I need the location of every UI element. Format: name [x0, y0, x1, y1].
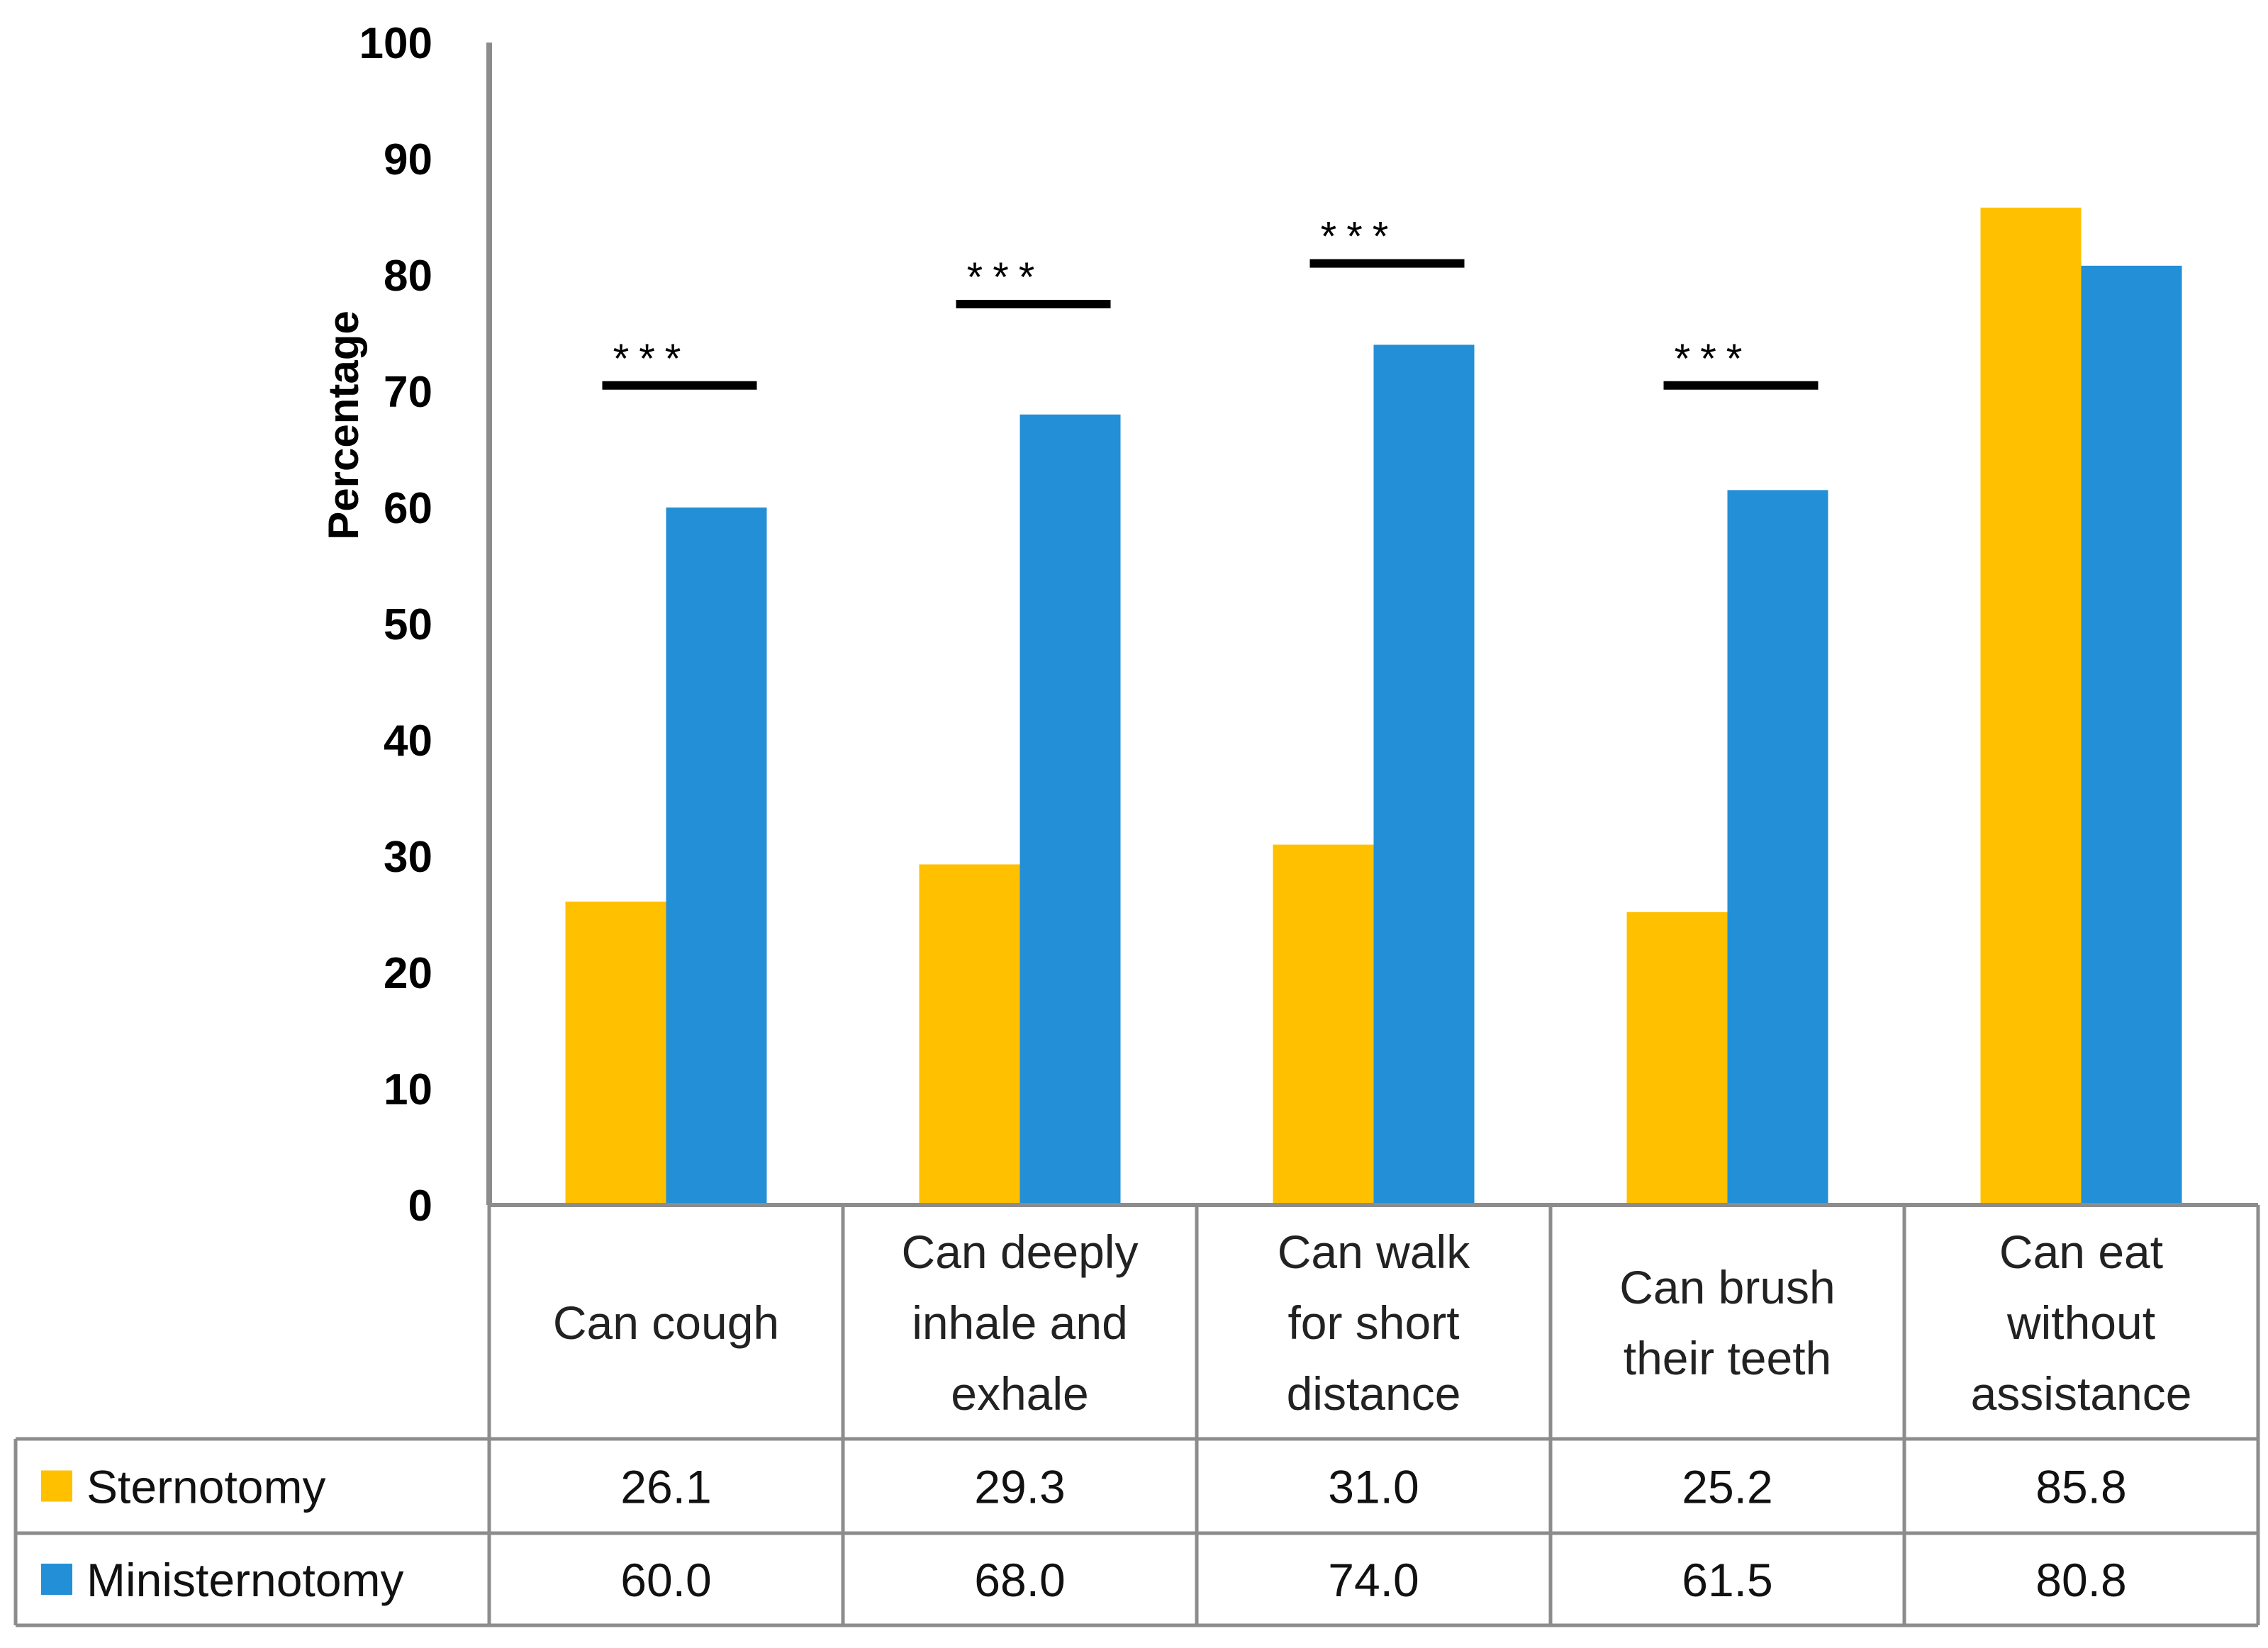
significance-label: *** [1675, 336, 1753, 382]
legend-label: Ministernotomy [86, 1554, 403, 1606]
x-category-label: for short [1287, 1296, 1459, 1349]
x-category-label: assistance [1971, 1367, 2192, 1420]
x-category-label: Can deeply [902, 1226, 1139, 1278]
y-tick-label: 10 [384, 1065, 432, 1114]
bar-sternotomy-4 [1980, 207, 2082, 1205]
y-tick-label: 80 [384, 252, 432, 301]
bar-ministernotomy-3 [1727, 490, 1828, 1205]
y-tick-label: 70 [384, 368, 432, 417]
bar-sternotomy-1 [919, 864, 1020, 1205]
data-table-value: 80.8 [2035, 1554, 2126, 1606]
bar-sternotomy-0 [565, 901, 666, 1205]
bar-sternotomy-2 [1273, 844, 1374, 1205]
x-category-label: distance [1287, 1367, 1461, 1420]
x-category-label: Can brush [1619, 1261, 1836, 1313]
x-category-label: inhale and [912, 1296, 1128, 1349]
data-table-value: 61.5 [1682, 1554, 1772, 1606]
x-category-label: Can eat [1999, 1226, 2163, 1278]
bar-ministernotomy-2 [1373, 344, 1475, 1205]
data-table-value: 31.0 [1328, 1461, 1419, 1513]
legend-label: Sternotomy [86, 1461, 325, 1513]
legend-swatch-sternotomy [41, 1470, 72, 1502]
y-axis-title: Percentage [320, 310, 367, 540]
bar-ministernotomy-1 [1020, 414, 1121, 1205]
data-table-value: 68.0 [974, 1554, 1065, 1606]
y-tick-label: 90 [384, 135, 432, 184]
y-tick-label: 60 [384, 484, 432, 533]
x-category-label: Can cough [553, 1296, 779, 1349]
y-tick-label: 20 [384, 949, 432, 998]
data-table-value: 85.8 [2035, 1461, 2126, 1513]
bar-ministernotomy-4 [2081, 265, 2182, 1205]
x-category-label: without [2006, 1296, 2155, 1349]
y-tick-label: 30 [384, 833, 432, 882]
legend-swatch-ministernotomy [41, 1564, 72, 1595]
significance-label: *** [967, 254, 1045, 301]
x-category-label: their teeth [1624, 1332, 1832, 1384]
y-tick-label: 40 [384, 717, 432, 766]
y-tick-label: 100 [359, 19, 432, 68]
significance-label: *** [613, 336, 691, 382]
significance-label: *** [1321, 214, 1399, 260]
y-tick-label: 0 [408, 1182, 432, 1231]
y-tick-label: 50 [384, 600, 432, 649]
bar-ministernotomy-0 [666, 508, 767, 1205]
data-table-value: 29.3 [974, 1461, 1065, 1513]
x-category-label: Can walk [1278, 1226, 1470, 1278]
data-table-value: 60.0 [620, 1554, 711, 1606]
data-table-value: 74.0 [1328, 1554, 1419, 1606]
data-table-value: 26.1 [620, 1461, 711, 1513]
data-table-value: 25.2 [1682, 1461, 1772, 1513]
x-category-label: exhale [951, 1367, 1089, 1420]
bar-sternotomy-3 [1626, 912, 1728, 1205]
